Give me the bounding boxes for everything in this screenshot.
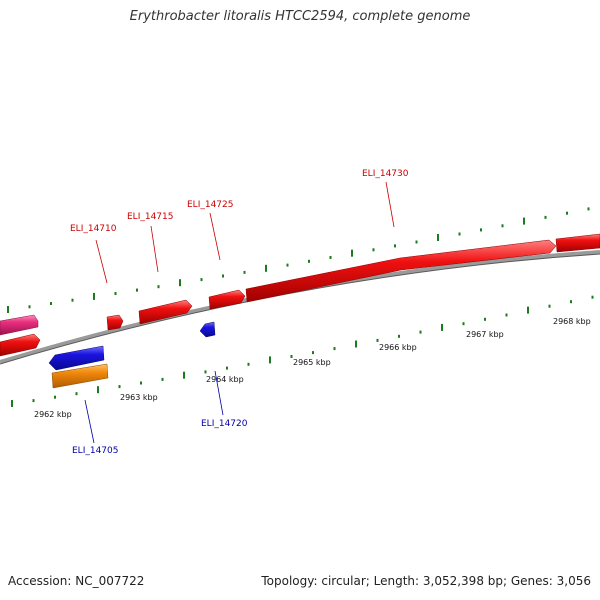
genome-backbone-shadow <box>0 253 600 365</box>
reverse-tick-8 <box>183 371 185 379</box>
forward-tick-13 <box>286 263 289 267</box>
forward-tick-12 <box>265 264 267 272</box>
reverse-tick-26 <box>570 300 572 304</box>
forward-tick-20 <box>437 234 439 241</box>
scale-label-2966: 2966 kbp <box>379 343 417 352</box>
reverse-tick-11 <box>247 362 250 366</box>
reverse-tick-9 <box>204 370 207 374</box>
gene-arrow-left-partial[interactable] <box>0 333 41 357</box>
reverse-tick-19 <box>419 330 422 334</box>
leader-eli-14720 <box>214 370 224 416</box>
forward-tick-row <box>7 207 590 313</box>
reverse-tick-7 <box>161 377 164 381</box>
reverse-tick-24 <box>527 306 529 314</box>
scale-label-2968: 2968 kbp <box>553 317 591 326</box>
forward-tick-23 <box>501 224 504 228</box>
scale-label-2964: 2964 kbp <box>206 375 244 384</box>
genome-summary-text: Topology: circular; Length: 3,052,398 bp… <box>261 574 591 588</box>
leader-eli-14710 <box>95 239 108 284</box>
leader-eli-14725 <box>209 212 221 261</box>
forward-tick-16 <box>351 249 353 257</box>
leader-eli-14715 <box>150 225 159 273</box>
reverse-tick-5 <box>118 385 121 389</box>
forward-tick-21 <box>458 232 461 236</box>
reverse-tick-10 <box>226 366 228 370</box>
forward-tick-26 <box>566 211 568 215</box>
gene-arrow-right-partial[interactable] <box>555 233 600 253</box>
gene-arrow-eli-14715[interactable] <box>138 299 193 325</box>
genome-backbone <box>0 250 600 364</box>
reverse-tick-row <box>11 295 594 407</box>
scale-label-2967: 2967 kbp <box>466 330 504 339</box>
reverse-tick-13 <box>290 355 293 358</box>
forward-tick-25 <box>544 215 547 219</box>
feature-pink[interactable] <box>0 314 39 336</box>
reverse-tick-2 <box>54 395 56 399</box>
scale-label-2965: 2965 kbp <box>293 358 331 367</box>
forward-tick-18 <box>394 244 396 248</box>
reverse-tick-3 <box>75 392 78 396</box>
reverse-tick-23 <box>505 313 508 317</box>
forward-tick-1 <box>28 305 31 309</box>
reverse-tick-16 <box>355 340 357 348</box>
reverse-tick-14 <box>312 351 314 355</box>
scale-label-2962: 2962 kbp <box>34 410 72 419</box>
reverse-tick-25 <box>548 304 551 308</box>
forward-tick-27 <box>587 207 590 211</box>
forward-tick-8 <box>179 279 181 287</box>
forward-tick-6 <box>136 288 138 292</box>
forward-tick-17 <box>372 248 375 252</box>
gene-arrow-eli-14730[interactable] <box>245 239 557 303</box>
reverse-tick-17 <box>376 338 379 342</box>
gene-label-eli-14705: ELI_14705 <box>72 446 119 456</box>
map-title: Erythrobacter litoralis HTCC2594, comple… <box>129 9 471 24</box>
forward-tick-5 <box>114 292 117 295</box>
reverse-tick-27 <box>591 295 594 299</box>
gene-label-eli-14725: ELI_14725 <box>187 200 234 210</box>
reverse-tick-1 <box>32 399 35 403</box>
gene-arrow-eli-14725[interactable] <box>208 289 246 310</box>
gene-arrow-eli-14710[interactable] <box>106 314 124 331</box>
leader-eli-14730 <box>385 181 395 228</box>
gene-label-eli-14730: ELI_14730 <box>362 169 409 179</box>
scale-label-2963: 2963 kbp <box>120 393 158 402</box>
forward-tick-4 <box>93 292 95 300</box>
forward-tick-14 <box>308 259 310 263</box>
forward-tick-11 <box>243 270 246 274</box>
forward-tick-19 <box>415 240 418 244</box>
feature-orange[interactable] <box>51 363 109 389</box>
gene-label-eli-14715: ELI_14715 <box>127 212 174 222</box>
gene-arrow-eli-14705[interactable] <box>48 345 105 371</box>
gene-label-eli-14710: ELI_14710 <box>70 224 117 234</box>
forward-tick-24 <box>523 217 525 225</box>
reverse-tick-21 <box>462 322 465 326</box>
forward-tick-22 <box>480 228 482 232</box>
leader-eli-14705 <box>84 399 95 444</box>
reverse-tick-4 <box>97 386 99 394</box>
forward-tick-10 <box>222 274 224 278</box>
reverse-tick-6 <box>140 381 142 385</box>
reverse-tick-22 <box>484 317 486 321</box>
reverse-tick-20 <box>441 323 443 331</box>
forward-tick-0 <box>7 306 9 313</box>
gene-label-eli-14720: ELI_14720 <box>201 419 248 429</box>
forward-tick-9 <box>200 278 203 282</box>
reverse-tick-12 <box>269 356 271 364</box>
reverse-tick-18 <box>398 334 400 338</box>
forward-tick-2 <box>50 302 52 305</box>
forward-tick-7 <box>157 285 160 289</box>
forward-tick-3 <box>71 298 74 302</box>
forward-tick-15 <box>329 256 332 259</box>
accession-text: Accession: NC_007722 <box>8 574 145 588</box>
reverse-tick-15 <box>333 347 336 351</box>
gene-arrow-eli-14720[interactable] <box>199 321 216 338</box>
reverse-tick-0 <box>11 400 13 407</box>
